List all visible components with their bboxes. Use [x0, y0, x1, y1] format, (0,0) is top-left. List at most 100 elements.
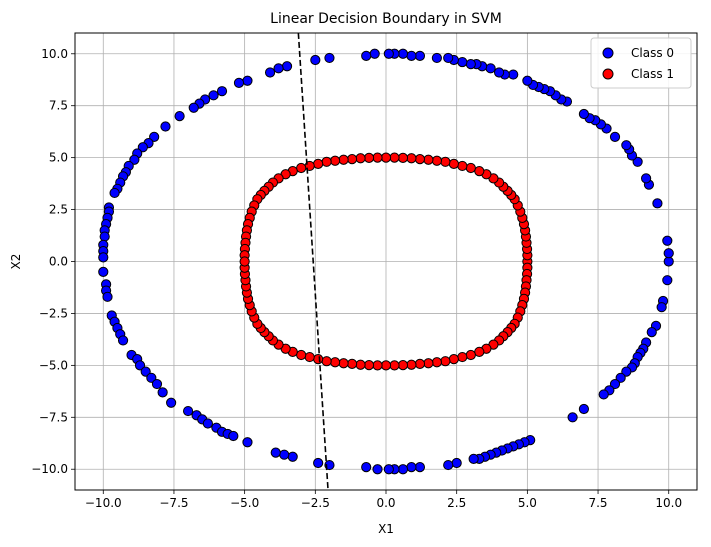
data-point	[202, 418, 213, 429]
decision-boundary-layer	[297, 33, 329, 490]
data-point	[656, 302, 667, 313]
data-point	[140, 366, 151, 377]
data-point	[372, 360, 383, 371]
data-point	[363, 360, 375, 371]
data-point	[380, 360, 392, 371]
data-point	[355, 153, 366, 164]
data-point	[440, 156, 451, 167]
data-point	[440, 356, 451, 367]
data-point	[273, 63, 284, 74]
data-point	[338, 358, 349, 369]
data-point	[313, 158, 324, 169]
data-point	[443, 52, 454, 64]
data-point	[578, 108, 590, 120]
data-point	[296, 349, 307, 361]
data-point	[157, 387, 168, 398]
data-point	[380, 152, 392, 163]
legend-label: Class 0	[631, 46, 674, 60]
data-point	[397, 48, 409, 59]
data-point	[216, 86, 228, 97]
data-point	[621, 366, 632, 377]
y-axis-label: X2	[9, 254, 23, 270]
data-point	[414, 50, 426, 61]
y-tick-label: 10.0	[41, 47, 68, 61]
data-point	[330, 357, 341, 368]
data-point	[182, 405, 194, 417]
x-tick-label: −7.5	[159, 496, 188, 510]
x-tick-label: 2.5	[447, 496, 466, 510]
data-point	[313, 457, 324, 469]
data-point	[465, 59, 476, 70]
data-point	[166, 397, 177, 408]
data-point	[641, 173, 652, 184]
data-point	[465, 162, 476, 174]
data-point	[239, 256, 250, 267]
data-point	[264, 67, 276, 78]
series-0	[98, 48, 674, 475]
data-point	[324, 52, 335, 64]
data-point	[406, 359, 417, 370]
x-axis-ticks: −10.0 −7.5 −5.0 −2.5 0.0 2.5 5.0 7.5 10.0	[85, 490, 682, 510]
data-point	[296, 162, 307, 174]
x-axis-label: X1	[378, 522, 394, 536]
data-point	[346, 153, 358, 165]
data-point	[615, 372, 626, 383]
data-point	[621, 140, 632, 151]
y-tick-label: 0.0	[49, 255, 68, 269]
data-point	[174, 110, 185, 122]
data-point	[151, 378, 163, 390]
data-point	[304, 351, 315, 363]
data-point	[281, 61, 293, 72]
data-point	[508, 69, 519, 80]
data-point	[146, 372, 157, 383]
data-point	[149, 131, 160, 142]
data-point	[448, 354, 459, 365]
data-point	[330, 155, 341, 166]
data-point	[431, 155, 442, 166]
legend-label: Class 1	[631, 67, 674, 81]
data-point	[321, 356, 332, 367]
data-point	[321, 156, 332, 167]
y-tick-label: −10.0	[31, 462, 68, 476]
data-point	[457, 56, 468, 68]
y-tick-label: 5.0	[49, 151, 68, 165]
data-point	[431, 357, 442, 368]
data-point	[567, 412, 578, 423]
data-point	[423, 154, 434, 165]
x-tick-label: −10.0	[85, 496, 122, 510]
data-point	[310, 54, 321, 66]
legend: Class 0 Class 1	[590, 37, 692, 89]
data-point	[383, 464, 394, 475]
data-point	[414, 358, 426, 370]
data-point	[646, 327, 657, 338]
data-point	[457, 160, 468, 172]
data-point	[663, 248, 674, 259]
data-point	[372, 152, 383, 163]
data-point	[287, 451, 298, 462]
data-point	[270, 447, 281, 458]
legend-marker	[602, 68, 614, 80]
data-point	[474, 346, 485, 357]
data-point	[99, 231, 110, 242]
data-points	[98, 48, 674, 475]
y-tick-label: 2.5	[49, 203, 68, 217]
data-point	[369, 48, 380, 59]
data-point	[102, 291, 113, 302]
x-tick-label: −5.0	[230, 496, 259, 510]
data-point	[338, 154, 349, 165]
data-point	[228, 430, 239, 442]
legend-box	[590, 37, 692, 89]
decision-boundary-line	[297, 33, 329, 490]
data-point	[598, 389, 609, 400]
data-point	[98, 252, 109, 263]
data-point	[346, 358, 358, 370]
data-point	[397, 360, 409, 371]
data-point	[662, 275, 673, 286]
data-point	[361, 462, 372, 473]
data-point	[134, 360, 146, 371]
data-point	[522, 75, 533, 86]
data-point	[208, 90, 219, 101]
data-point	[406, 153, 417, 164]
